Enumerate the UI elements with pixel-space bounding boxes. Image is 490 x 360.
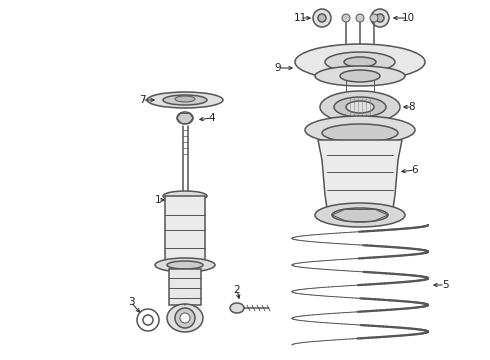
- Ellipse shape: [163, 191, 207, 201]
- Ellipse shape: [371, 9, 389, 27]
- Ellipse shape: [315, 203, 405, 227]
- Text: 7: 7: [139, 95, 146, 105]
- Text: 4: 4: [209, 113, 215, 123]
- Polygon shape: [165, 196, 205, 265]
- Text: 3: 3: [128, 297, 134, 307]
- Ellipse shape: [342, 14, 350, 22]
- Text: 2: 2: [234, 285, 240, 295]
- Ellipse shape: [163, 95, 207, 105]
- Ellipse shape: [180, 313, 190, 323]
- Ellipse shape: [376, 14, 384, 22]
- Ellipse shape: [167, 304, 203, 332]
- Ellipse shape: [322, 124, 398, 142]
- Text: 8: 8: [409, 102, 416, 112]
- Ellipse shape: [320, 91, 400, 123]
- Text: 1: 1: [155, 195, 161, 205]
- Ellipse shape: [313, 9, 331, 27]
- Ellipse shape: [175, 308, 195, 328]
- Polygon shape: [169, 269, 201, 305]
- Ellipse shape: [325, 52, 395, 72]
- Ellipse shape: [346, 101, 374, 113]
- Ellipse shape: [295, 44, 425, 80]
- Ellipse shape: [344, 57, 376, 67]
- Text: 6: 6: [412, 165, 418, 175]
- Ellipse shape: [305, 116, 415, 144]
- Ellipse shape: [147, 92, 223, 108]
- Ellipse shape: [318, 14, 326, 22]
- Ellipse shape: [177, 112, 193, 124]
- Ellipse shape: [175, 96, 195, 102]
- Ellipse shape: [340, 70, 380, 82]
- Ellipse shape: [356, 14, 364, 22]
- Ellipse shape: [315, 66, 405, 86]
- Ellipse shape: [370, 14, 378, 22]
- Ellipse shape: [230, 303, 244, 313]
- Ellipse shape: [167, 261, 203, 269]
- Text: 5: 5: [441, 280, 448, 290]
- Polygon shape: [318, 140, 402, 215]
- Text: 10: 10: [401, 13, 415, 23]
- Ellipse shape: [334, 97, 386, 117]
- Ellipse shape: [155, 258, 215, 272]
- Text: 11: 11: [294, 13, 307, 23]
- Ellipse shape: [332, 208, 388, 222]
- Text: 9: 9: [275, 63, 281, 73]
